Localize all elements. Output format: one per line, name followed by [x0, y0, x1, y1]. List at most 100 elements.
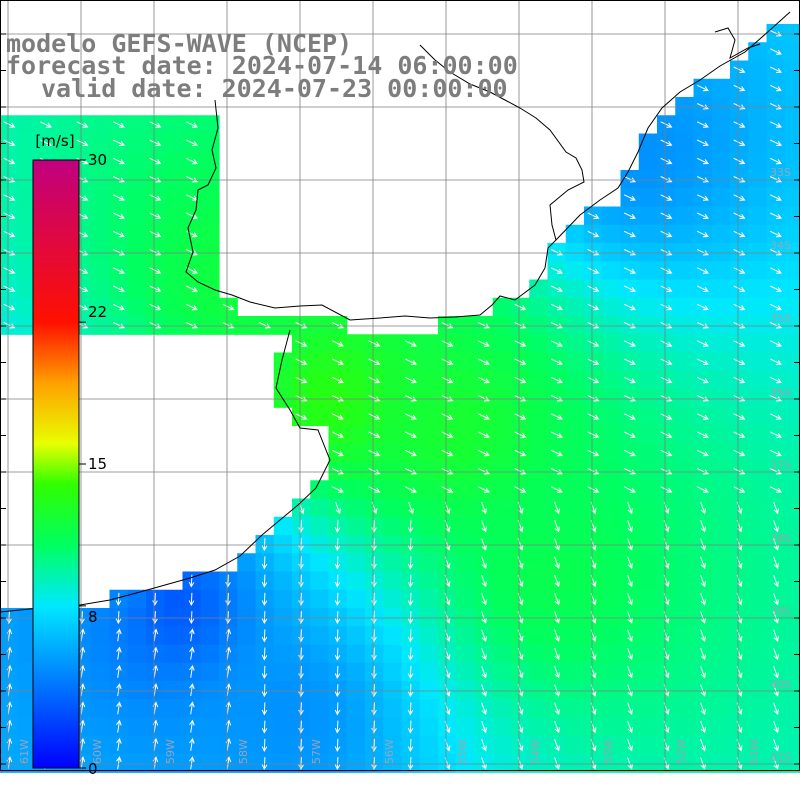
field-cell	[273, 608, 293, 627]
wind-arrow	[773, 501, 779, 515]
wind-arrow	[700, 574, 706, 588]
field-cell	[200, 608, 220, 627]
wind-arrow	[587, 358, 600, 365]
wind-arrow	[554, 501, 560, 515]
wind-arrow	[76, 121, 89, 128]
wind-arrow	[623, 431, 636, 438]
field-cell	[456, 681, 476, 700]
field-cell	[127, 188, 147, 208]
wind-arrow	[404, 486, 417, 493]
field-cell	[200, 699, 220, 719]
wind-arrow	[514, 413, 527, 420]
wind-arrow	[587, 340, 600, 347]
field-cell	[748, 626, 768, 646]
field-cell	[602, 206, 622, 226]
wind-arrow	[3, 194, 16, 201]
field-cell	[310, 352, 330, 372]
field-cell	[127, 626, 147, 646]
wind-arrow	[149, 176, 162, 183]
wind-arrow	[587, 468, 600, 475]
wind-arrow	[660, 212, 673, 219]
wind-arrow	[481, 611, 487, 624]
wind-arrow	[627, 556, 633, 569]
wind-arrow	[477, 431, 490, 438]
wind-arrow	[660, 431, 673, 438]
field-cell	[456, 425, 476, 445]
wind-arrow	[112, 249, 125, 256]
wind-arrow	[334, 720, 341, 734]
wind-arrow	[696, 139, 709, 146]
field-cell	[784, 425, 800, 445]
field-cell	[675, 370, 695, 390]
field-cell	[565, 425, 585, 445]
field-cell	[346, 370, 366, 390]
wind-arrow	[696, 194, 709, 201]
field-cell	[456, 370, 476, 390]
wind-arrow	[149, 139, 162, 146]
wind-arrow	[441, 358, 454, 365]
field-cell	[383, 535, 403, 554]
field-cell	[200, 243, 220, 262]
field-cell	[310, 644, 330, 664]
wind-arrow	[514, 340, 527, 347]
field-cell	[565, 279, 585, 299]
wind-arrow	[733, 322, 746, 329]
field-cell	[675, 151, 695, 171]
coastline-path-south	[0, 329, 331, 613]
field-cell	[310, 316, 330, 335]
field-cell	[784, 188, 800, 208]
wind-arrow	[627, 757, 633, 770]
wind-arrow	[696, 431, 709, 438]
field-cell	[748, 443, 768, 463]
wind-arrow	[700, 702, 706, 715]
field-cell	[675, 516, 695, 536]
field-cell	[565, 754, 585, 773]
wind-arrow	[481, 593, 487, 606]
wind-arrow	[660, 303, 673, 311]
wind-arrow	[514, 431, 527, 438]
wind-arrow	[733, 486, 746, 493]
field-cell	[200, 316, 220, 335]
field-cell	[310, 480, 330, 500]
field-cell	[565, 443, 585, 463]
field-cell	[91, 754, 111, 773]
field-cell	[784, 151, 800, 171]
field-cell	[456, 462, 476, 481]
wind-arrow	[733, 103, 746, 110]
field-cell	[419, 662, 439, 682]
field-cell	[492, 553, 512, 573]
field-cell	[419, 589, 439, 609]
wind-arrow	[733, 358, 746, 365]
field-cell	[784, 589, 800, 609]
field-cell	[711, 571, 731, 591]
field-cell	[346, 553, 366, 573]
field-cell	[456, 754, 476, 773]
wind-arrow	[407, 611, 414, 625]
wind-arrow	[554, 611, 560, 624]
field-cell	[602, 735, 622, 755]
wind-arrow	[481, 629, 487, 642]
field-cell	[675, 170, 695, 189]
wind-arrow	[514, 395, 527, 402]
field-cell	[383, 425, 403, 445]
wind-arrow	[769, 449, 782, 457]
wind-arrow	[112, 194, 125, 201]
wind-arrow	[733, 66, 746, 73]
field-cell	[419, 626, 439, 646]
field-cell	[711, 151, 731, 171]
wind-arrow	[554, 647, 560, 661]
wind-arrow	[441, 395, 454, 402]
field-cell	[492, 407, 512, 427]
lat-label-38s: 38S	[770, 532, 791, 545]
field-cell	[748, 206, 768, 226]
field-cell	[784, 407, 800, 427]
field-cell	[784, 316, 800, 335]
field-cell	[748, 334, 768, 354]
wind-arrow	[554, 720, 560, 734]
field-cell	[127, 316, 147, 335]
wind-arrow	[627, 666, 633, 679]
wind-arrow	[627, 574, 633, 588]
field-cell	[18, 699, 38, 719]
wind-arrow	[6, 611, 12, 625]
